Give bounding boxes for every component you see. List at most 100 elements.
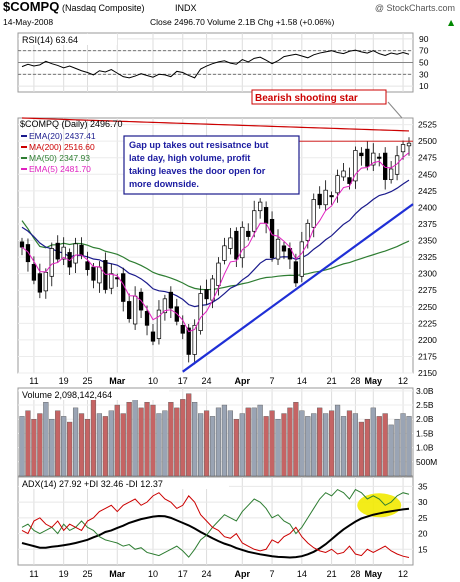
candle-body [269, 218, 275, 259]
x-tick-label: Apr [235, 376, 251, 386]
quote-up-arrow: ▲ [448, 18, 455, 27]
candle-body [228, 237, 233, 249]
annotation-text: Gap up takes out resisatnce but late day… [129, 140, 271, 189]
candle-body [91, 266, 96, 281]
ema20-line [21, 179, 410, 308]
annotation-box [123, 135, 300, 195]
rsi-line [21, 49, 410, 79]
x-tick-label: 14 [297, 376, 307, 386]
volume-bar [281, 413, 287, 477]
candle-body [127, 301, 132, 320]
x-tick-label: 17 [178, 569, 188, 579]
x-tick-label: Apr [235, 569, 251, 579]
candle-body [383, 152, 388, 180]
volume-bar [138, 407, 144, 477]
volume-bar [132, 396, 138, 477]
x-tick-label: 11 [29, 376, 38, 386]
volume-bar [388, 424, 394, 477]
volume-bar [376, 416, 382, 477]
x-tick-label: 24 [202, 569, 212, 579]
volume-bar [144, 401, 150, 477]
candle-body [347, 177, 352, 184]
volume-bar [287, 407, 293, 477]
volume-tick-label: 2.0B [416, 414, 434, 424]
price-tick-label: 2525 [418, 120, 437, 130]
price-tick-label: 2350 [418, 236, 437, 246]
volume-bar [49, 419, 55, 477]
x-tick-label: 25 [82, 376, 92, 386]
volume-bar [19, 416, 25, 477]
chart-exchange: INDX [175, 3, 197, 13]
volume-bar [37, 413, 43, 477]
rsi-tick-label: 30 [419, 69, 429, 79]
adx-line [21, 507, 410, 559]
candle-body [79, 244, 84, 256]
x-tick-label: 10 [148, 376, 158, 386]
candle-body [400, 144, 406, 153]
candle-body [180, 324, 185, 334]
candle-body [341, 170, 346, 178]
x-tick-label: 17 [178, 376, 188, 386]
adx-tick-label: 35 [418, 481, 428, 491]
shooting-star-pointer [387, 101, 403, 119]
ma50-line [21, 220, 410, 291]
volume-bar [186, 393, 192, 477]
volume-bar [108, 410, 114, 477]
x-tick-label: Mar [109, 376, 126, 386]
volume-bar [203, 410, 210, 477]
volume-bar [72, 407, 79, 477]
volume-bar [215, 407, 222, 477]
volume-bar [275, 419, 281, 477]
adx-panel [17, 476, 414, 566]
x-tick-label: 12 [398, 376, 408, 386]
volume-bar [352, 413, 359, 477]
volume-bar [209, 416, 216, 477]
x-tick-label: 19 [59, 376, 69, 386]
legend-entry: EMA(20) 2437.41 [29, 131, 96, 141]
volume-bar [120, 413, 126, 477]
axis-layer: 1030507090215021752200222522502275230023… [29, 34, 437, 579]
adx-title: ADX(14) 27.92 +DI 32.46 -DI 12.37 [22, 479, 163, 489]
volume-bar [221, 404, 228, 477]
adx-tick-label: 20 [418, 529, 428, 539]
plus-di-line [21, 488, 410, 558]
rsi-tick-label: 90 [419, 34, 429, 44]
volume-tick-label: 2.5B [416, 400, 434, 410]
candle-body [299, 241, 304, 277]
volume-bar [162, 410, 168, 477]
candle-body [329, 195, 334, 198]
rsi-title-bg [19, 34, 117, 45]
candle-body [305, 222, 310, 241]
volume-bar [126, 401, 132, 477]
candle-body [162, 298, 168, 314]
volume-bar [168, 401, 174, 477]
rsi-title: RSI(14) 63.64 [22, 35, 78, 45]
ma200-line [21, 117, 410, 132]
x-tick-label: 28 [350, 376, 360, 386]
candle-body [365, 148, 370, 167]
candle-body [192, 324, 197, 355]
legend-entry: MA(200) 2516.60 [29, 142, 95, 152]
support-trendline [182, 203, 414, 373]
volume-bar [305, 416, 311, 477]
legend-entry: EMA(5) 2481.70 [29, 164, 91, 174]
price-tick-label: 2175 [418, 351, 437, 361]
watermark: @ StockCharts.com [375, 3, 455, 13]
x-tick-label: 19 [59, 569, 69, 579]
volume-bar [156, 413, 162, 477]
candle-body [97, 266, 102, 284]
volume-bar [239, 413, 245, 477]
volume-bar [55, 410, 61, 477]
adx-tick-label: 15 [418, 544, 428, 554]
candle-body [103, 260, 108, 290]
x-tick-label: 11 [29, 569, 38, 579]
volume-bar [25, 410, 31, 477]
candle-body [109, 273, 114, 289]
candle-body [234, 230, 239, 260]
volume-tick-label: 3.0B [416, 386, 434, 396]
price-tick-label: 2375 [418, 219, 437, 229]
x-tick-label: 21 [327, 376, 337, 386]
volume-bar [78, 413, 85, 477]
price-tick-label: 2225 [418, 318, 437, 328]
